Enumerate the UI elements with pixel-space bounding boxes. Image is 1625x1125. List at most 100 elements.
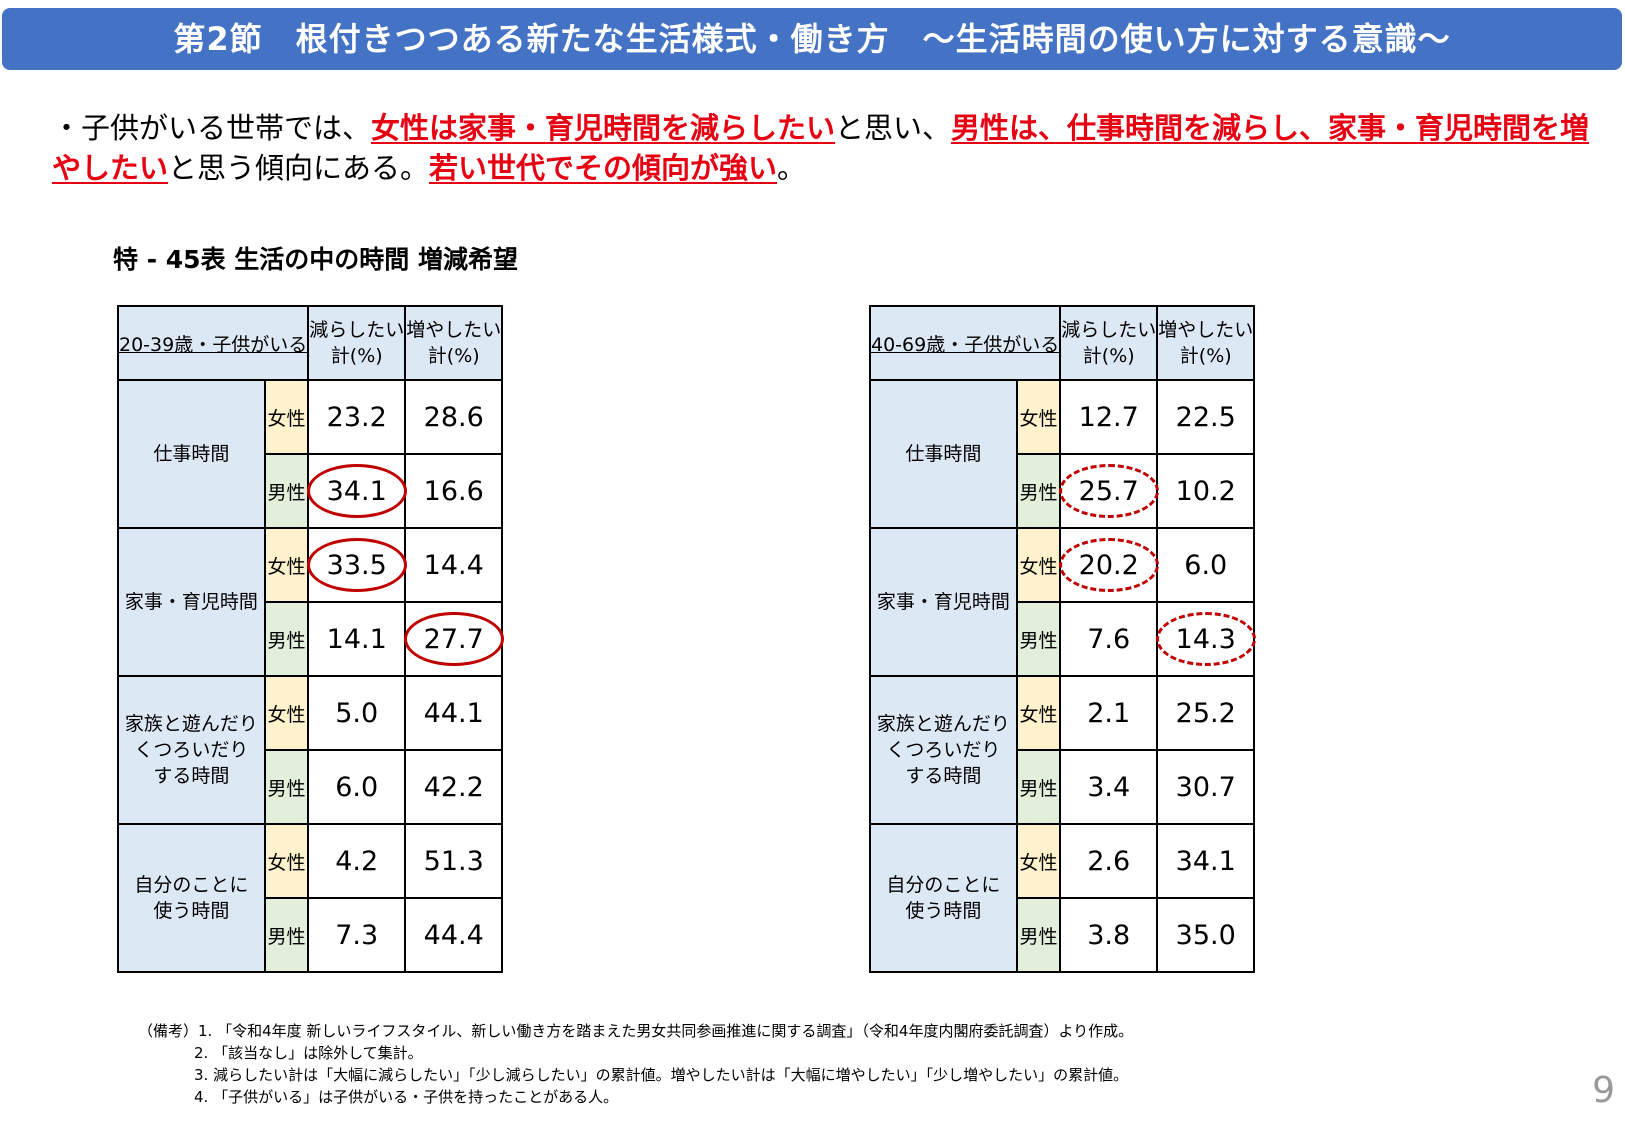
note: 2. 「該当なし」は除外して集計。 [194, 1044, 423, 1062]
increase-header: 増やしたい 計(%) [404, 305, 504, 381]
sex-label: 男性 [263, 601, 310, 677]
increase-value: 35.0 [1156, 897, 1256, 973]
table-row: 男性 25.7 10.2 [870, 453, 1256, 529]
highlighted-text: 若い世代でその傾向が強い [429, 151, 778, 185]
decrease-value: 5.0 [307, 675, 407, 751]
value-text: 51.3 [423, 845, 484, 877]
increase-value: 34.1 [1156, 823, 1256, 899]
table-row: 男性 3.8 35.0 [870, 897, 1256, 973]
highlighted-text: 男性は、仕事時間を減らし、家事・育児時間を増やしたい [52, 111, 1590, 185]
decrease-value: 7.6 [1059, 601, 1159, 677]
decrease-value: 2.6 [1059, 823, 1159, 899]
table-title: 特 - 45表 生活の中の時間 増減希望 [113, 245, 518, 274]
value-text: 30.7 [1175, 771, 1236, 803]
table-row: 男性 14.1 27.7 [118, 601, 504, 677]
decrease-value: 14.1 [307, 601, 407, 677]
table-row: 仕事時間 女性 23.2 28.6 [117, 379, 504, 529]
increase-value: 28.6 [404, 379, 504, 455]
increase-value: 30.7 [1156, 749, 1256, 825]
note: 3. 減らしたい計は「大幅に減らしたい」「少し減らしたい」の累計値。増やしたい計… [194, 1066, 1129, 1084]
table-row: 家事・育児時間 女性 33.5 14.4 [117, 527, 504, 677]
increase-value: 44.4 [404, 897, 504, 973]
value-text: 4.2 [335, 845, 379, 877]
increase-value: 25.2 [1156, 675, 1256, 751]
sex-label: 男性 [1015, 453, 1062, 529]
category-label: 家事・育児時間 [117, 527, 266, 677]
value-text: 14.3 [1175, 623, 1236, 655]
value-text: 35.0 [1175, 919, 1236, 951]
value-text: 16.6 [423, 475, 484, 507]
decrease-value: 33.5 [306, 527, 407, 603]
sex-label: 女性 [1015, 379, 1062, 455]
value-text: 33.5 [326, 549, 387, 581]
decrease-value: 34.1 [306, 453, 407, 529]
sex-label: 男性 [1015, 897, 1062, 973]
table-row: 男性 3.4 30.7 [870, 749, 1256, 825]
decrease-value: 12.7 [1059, 379, 1159, 455]
value-text: 27.7 [423, 623, 484, 655]
table-row: 自分のことに 使う時間 女性 2.6 34.1 [869, 823, 1256, 973]
value-text: 25.7 [1078, 475, 1139, 507]
decrease-value: 2.1 [1059, 675, 1159, 751]
sex-label: 女性 [1015, 675, 1062, 751]
sex-label: 男性 [263, 453, 310, 529]
decrease-value: 25.7 [1058, 453, 1159, 529]
category-label: 家族と遊んだり くつろいだり する時間 [117, 675, 266, 825]
value-text: 3.8 [1087, 919, 1131, 951]
increase-value: 27.7 [403, 601, 504, 677]
increase-value: 22.5 [1156, 379, 1256, 455]
value-text: 20.2 [1078, 549, 1139, 581]
page-number: 9 [1592, 1070, 1615, 1111]
value-text: 12.7 [1078, 401, 1139, 433]
decrease-value: 7.3 [307, 897, 407, 973]
value-text: 44.1 [423, 697, 484, 729]
highlighted-text: 女性は家事・育児時間を減らしたい [371, 111, 836, 145]
value-text: 22.5 [1175, 401, 1236, 433]
sex-label: 男性 [1015, 601, 1062, 677]
table-row: 男性 7.3 44.4 [118, 897, 504, 973]
value-text: 6.0 [335, 771, 379, 803]
increase-value: 44.1 [404, 675, 504, 751]
table-row: 家族と遊んだり くつろいだり する時間 女性 2.1 25.2 [869, 675, 1256, 825]
decrease-header: 減らしたい 計(%) [1059, 305, 1159, 381]
group-header: 20-39歳・子供がいる [116, 305, 310, 381]
sex-label: 女性 [263, 823, 310, 899]
lead-segment: と思い、 [835, 111, 952, 145]
value-text: 6.0 [1184, 549, 1228, 581]
sex-label: 女性 [1015, 527, 1062, 603]
sex-label: 女性 [1015, 823, 1062, 899]
group-header: 40-69歳・子供がいる [868, 305, 1062, 381]
section-header: 第2節 根付きつつある新たな生活様式・働き方 ～生活時間の使い方に対する意識～ [2, 8, 1622, 70]
increase-value: 6.0 [1156, 527, 1256, 603]
category-label: 仕事時間 [869, 379, 1018, 529]
increase-value: 10.2 [1156, 453, 1256, 529]
value-text: 14.4 [423, 549, 484, 581]
value-text: 34.1 [1175, 845, 1236, 877]
decrease-value: 3.8 [1059, 897, 1159, 973]
sex-label: 女性 [263, 527, 310, 603]
table-row: 男性 6.0 42.2 [118, 749, 504, 825]
category-label: 自分のことに 使う時間 [117, 823, 266, 973]
decrease-value: 20.2 [1058, 527, 1159, 603]
table-row: 自分のことに 使う時間 女性 4.2 51.3 [117, 823, 504, 973]
decrease-value: 23.2 [307, 379, 407, 455]
value-text: 42.2 [423, 771, 484, 803]
value-text: 3.4 [1087, 771, 1131, 803]
value-text: 2.6 [1087, 845, 1131, 877]
decrease-value: 4.2 [307, 823, 407, 899]
lead-segment: ・子供がいる世帯では、 [52, 111, 372, 145]
group-label: 20-39歳・子供がいる [119, 333, 308, 356]
category-label: 家事・育児時間 [869, 527, 1018, 677]
category-label: 自分のことに 使う時間 [869, 823, 1018, 973]
table-row: 仕事時間 女性 12.7 22.5 [869, 379, 1256, 529]
increase-value: 14.3 [1155, 601, 1256, 677]
increase-header: 増やしたい 計(%) [1156, 305, 1256, 381]
sex-label: 男性 [263, 749, 310, 825]
increase-value: 42.2 [404, 749, 504, 825]
value-text: 2.1 [1087, 697, 1131, 729]
value-text: 28.6 [423, 401, 484, 433]
increase-value: 14.4 [404, 527, 504, 603]
category-label: 仕事時間 [117, 379, 266, 529]
value-text: 34.1 [326, 475, 387, 507]
table-row: 男性 7.6 14.3 [870, 601, 1256, 677]
